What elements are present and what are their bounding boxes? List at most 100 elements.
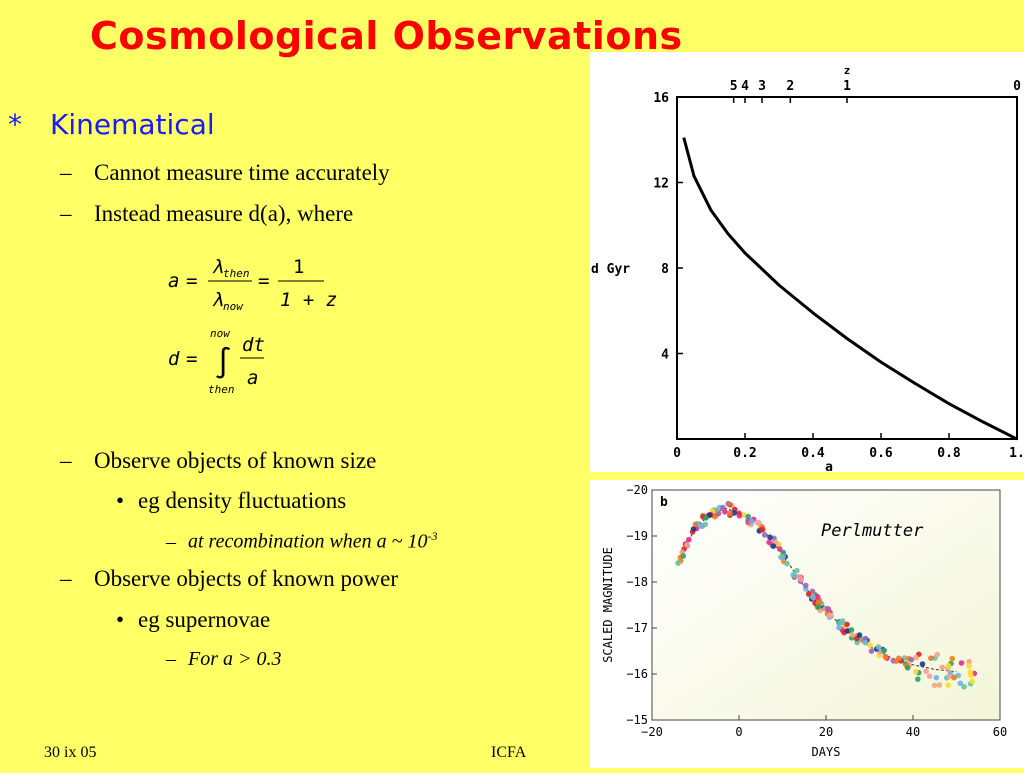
data-point xyxy=(868,648,875,654)
eq2-equals: = xyxy=(186,348,197,370)
x-tick-label: 1. xyxy=(1009,446,1024,461)
data-point xyxy=(722,509,728,515)
data-point xyxy=(875,644,882,651)
x-tick-label: 40 xyxy=(906,725,920,739)
x-tick-label: 60 xyxy=(993,725,1007,739)
data-point xyxy=(740,512,747,518)
bullet-cannot-measure: – Cannot measure time accurately xyxy=(60,160,390,185)
z-tick-label: 5 xyxy=(730,79,738,94)
bullet-star: * xyxy=(8,108,22,141)
data-point xyxy=(684,542,690,548)
z-tick-label: 2 xyxy=(786,79,794,94)
bullet-instead-measure: – Instead measure d(a), where xyxy=(60,201,354,226)
data-point xyxy=(849,632,856,638)
supernova-chart: −20 0 20 40 60 DAYS −20 −19 −18 −17 −16 −15 SCALED M… xyxy=(601,483,1007,759)
data-point xyxy=(923,668,929,675)
x-axis-label: DAYS xyxy=(812,745,841,759)
data-point xyxy=(726,501,732,507)
data-point xyxy=(913,654,919,661)
supernova-chart-panel: −20 0 20 40 60 DAYS −20 −19 −18 −17 −16 −15 SCALED M… xyxy=(589,480,1024,768)
data-point xyxy=(794,567,800,574)
plot-frame xyxy=(651,489,1001,721)
data-point xyxy=(912,668,919,675)
data-point xyxy=(969,678,975,685)
data-point xyxy=(882,654,889,660)
y-tick-label: −18 xyxy=(626,575,648,589)
data-point xyxy=(780,549,786,556)
data-point xyxy=(966,663,972,669)
data-point xyxy=(915,676,921,682)
footer-venue: ICFA xyxy=(491,744,527,761)
z-tick-label: 3 xyxy=(758,79,766,94)
y-axis-label: SCALED MAGNITUDE xyxy=(601,547,615,663)
bullet-density: • eg density fluctuations xyxy=(116,488,347,513)
footer-date: 30 ix 05 xyxy=(44,744,97,761)
data-point xyxy=(848,627,855,633)
data-point xyxy=(761,532,768,538)
data-point xyxy=(862,635,869,642)
data-point xyxy=(961,684,967,690)
lambda-then-symbol: λ xyxy=(212,256,223,278)
series-line xyxy=(682,137,1018,441)
data-point xyxy=(727,510,733,516)
eq2-d: d xyxy=(168,348,180,370)
data-point xyxy=(945,663,952,669)
data-point xyxy=(736,513,743,519)
integral-sign: ∫ xyxy=(214,346,232,381)
slide-title: Cosmological Observations xyxy=(90,14,683,58)
data-point xyxy=(720,504,726,511)
x-tick-label: 0 xyxy=(735,725,742,739)
data-point xyxy=(767,534,773,540)
data-point xyxy=(896,655,902,662)
data-point xyxy=(966,658,972,665)
data-point xyxy=(692,521,699,528)
data-point xyxy=(908,656,915,663)
data-point xyxy=(949,655,955,662)
x-tick-label: 0.2 xyxy=(733,446,756,461)
bullet-observe-size: – Observe objects of known size xyxy=(60,448,377,473)
data-point xyxy=(957,680,964,687)
y-tick-label: −15 xyxy=(626,713,648,727)
lambda-then-subscript: then xyxy=(223,267,250,280)
y-tick-label: −19 xyxy=(626,529,648,543)
data-point xyxy=(792,573,798,579)
x-tick-label: 0.8 xyxy=(937,446,961,461)
data-point xyxy=(939,664,945,671)
z-tick-label: 1 xyxy=(843,79,851,94)
x-tick-label: 20 xyxy=(819,725,833,739)
data-point xyxy=(680,553,686,559)
data-point xyxy=(784,560,790,567)
data-point xyxy=(749,518,755,525)
data-point xyxy=(815,604,822,610)
equations: a = λ then λ now = 1 1 + z d = now ∫ the… xyxy=(168,256,337,396)
eq2-dt: dt xyxy=(242,334,265,356)
bullet-recombination: – at recombination when a ~ 10-3 xyxy=(166,529,438,553)
annotation-perlmutter: Perlmutter xyxy=(821,521,924,541)
bullet-kinematical-text: Kinematical xyxy=(50,108,215,141)
y-tick-label: −20 xyxy=(626,483,648,497)
plot-frame xyxy=(676,96,1018,440)
bullet-for-a: – For a > 0.3 xyxy=(166,648,282,670)
data-point xyxy=(814,594,821,600)
data-point xyxy=(826,612,833,618)
integral-lower-limit: then xyxy=(208,383,235,396)
data-point xyxy=(955,672,962,679)
panel-label: b xyxy=(660,495,668,510)
lambda-now-subscript: now xyxy=(223,300,244,313)
data-point xyxy=(934,651,941,658)
data-point xyxy=(928,655,934,661)
y-tick-label: −17 xyxy=(626,621,648,635)
data-point xyxy=(810,594,816,601)
data-point xyxy=(703,515,709,521)
top-axis-label: z xyxy=(844,64,851,77)
data-point xyxy=(881,647,887,654)
data-point xyxy=(803,582,809,589)
data-point xyxy=(862,639,869,646)
data-point xyxy=(904,665,911,671)
integral-upper-limit: now xyxy=(210,327,231,340)
data-point xyxy=(926,673,933,679)
data-point xyxy=(796,573,802,580)
eq1-equals-2: = xyxy=(258,270,269,292)
y-tick-label: 8 xyxy=(661,262,669,277)
data-point xyxy=(933,674,940,681)
